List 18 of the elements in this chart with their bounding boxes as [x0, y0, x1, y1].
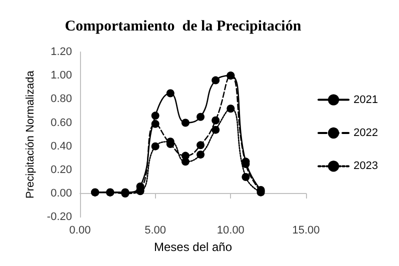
y-tick-label: 0.60 [50, 116, 72, 129]
legend-label: 2023 [354, 160, 378, 172]
x-axis-title: Meses del año [154, 240, 232, 254]
chart-title: Comportamiento de la Precipitación [64, 18, 302, 34]
y-tick-label: 0.20 [50, 164, 72, 176]
legend-label: 2022 [354, 127, 378, 139]
legend-label: 2021 [354, 94, 378, 106]
x-tick-label: 5.00 [144, 224, 166, 237]
y-tick-label: 0.40 [50, 140, 72, 152]
y-tick-label: 0.00 [50, 188, 72, 200]
y-tick-label: 1.20 [50, 46, 72, 58]
y-tick-label: -0.20 [46, 211, 72, 224]
x-tick-label: 15.00 [292, 224, 320, 237]
x-tick-label: 0.00 [69, 224, 91, 237]
y-tick-label: 0.80 [50, 93, 72, 106]
y-tick-label: 1.00 [50, 70, 72, 82]
y-axis-title: Precipitación Normalizada [24, 70, 37, 198]
x-tick-label: 10.00 [216, 224, 244, 237]
